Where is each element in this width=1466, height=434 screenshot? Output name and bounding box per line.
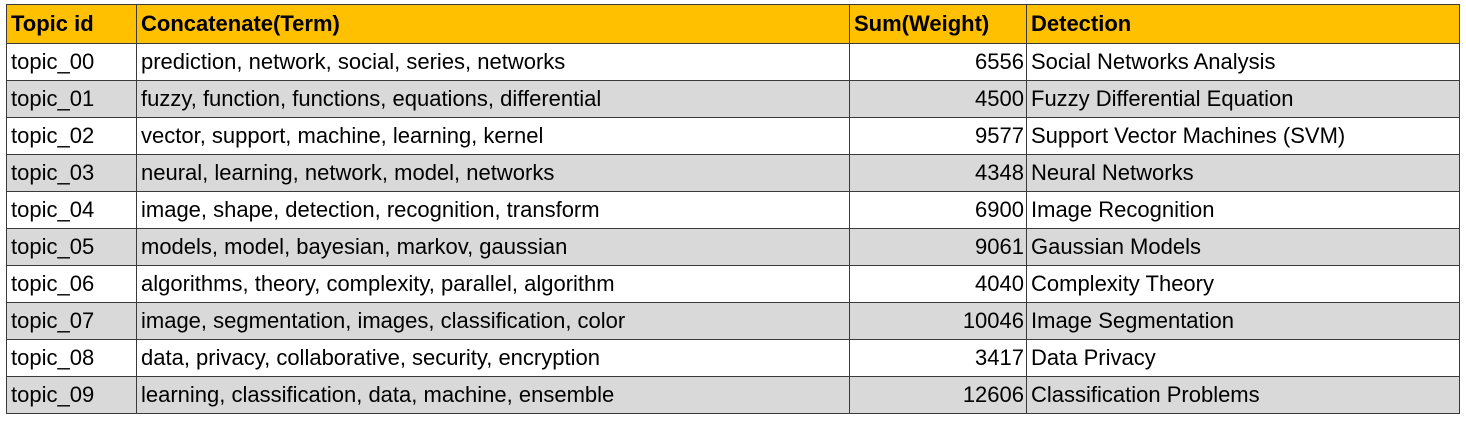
cell-topic-id[interactable]: topic_01 (6, 80, 137, 118)
cell-weight[interactable]: 12606 (849, 376, 1027, 414)
cell-weight[interactable]: 6900 (849, 191, 1027, 229)
table-row: topic_01 fuzzy, function, functions, equ… (6, 80, 1460, 118)
cell-detection[interactable]: Support Vector Machines (SVM) (1026, 117, 1460, 155)
cell-topic-id[interactable]: topic_07 (6, 302, 137, 340)
cell-detection[interactable]: Classification Problems (1026, 376, 1460, 414)
cell-terms[interactable]: models, model, bayesian, markov, gaussia… (136, 228, 850, 266)
cell-topic-id[interactable]: topic_00 (6, 43, 137, 81)
header-topic-id[interactable]: Topic id (6, 4, 137, 44)
cell-topic-id[interactable]: topic_05 (6, 228, 137, 266)
table-row: topic_02 vector, support, machine, learn… (6, 117, 1460, 155)
header-detection[interactable]: Detection (1026, 4, 1460, 44)
cell-detection[interactable]: Fuzzy Differential Equation (1026, 80, 1460, 118)
cell-topic-id[interactable]: topic_08 (6, 339, 137, 377)
table-row: topic_06 algorithms, theory, complexity,… (6, 265, 1460, 303)
cell-detection[interactable]: Complexity Theory (1026, 265, 1460, 303)
topics-table: Topic id Concatenate(Term) Sum(Weight) D… (6, 4, 1460, 414)
cell-terms[interactable]: fuzzy, function, functions, equations, d… (136, 80, 850, 118)
cell-topic-id[interactable]: topic_02 (6, 117, 137, 155)
cell-weight[interactable]: 9577 (849, 117, 1027, 155)
table-row: topic_08 data, privacy, collaborative, s… (6, 339, 1460, 377)
cell-terms[interactable]: image, segmentation, images, classificat… (136, 302, 850, 340)
cell-topic-id[interactable]: topic_06 (6, 265, 137, 303)
cell-detection[interactable]: Image Recognition (1026, 191, 1460, 229)
table-row: topic_03 neural, learning, network, mode… (6, 154, 1460, 192)
table-row: topic_09 learning, classification, data,… (6, 376, 1460, 414)
cell-topic-id[interactable]: topic_04 (6, 191, 137, 229)
cell-terms[interactable]: image, shape, detection, recognition, tr… (136, 191, 850, 229)
cell-weight[interactable]: 3417 (849, 339, 1027, 377)
cell-weight[interactable]: 9061 (849, 228, 1027, 266)
table-row: topic_05 models, model, bayesian, markov… (6, 228, 1460, 266)
cell-detection[interactable]: Gaussian Models (1026, 228, 1460, 266)
cell-weight[interactable]: 4040 (849, 265, 1027, 303)
table-row: topic_07 image, segmentation, images, cl… (6, 302, 1460, 340)
cell-detection[interactable]: Neural Networks (1026, 154, 1460, 192)
cell-weight[interactable]: 6556 (849, 43, 1027, 81)
header-concatenate-term[interactable]: Concatenate(Term) (136, 4, 850, 44)
cell-detection[interactable]: Data Privacy (1026, 339, 1460, 377)
cell-topic-id[interactable]: topic_03 (6, 154, 137, 192)
table-row: topic_04 image, shape, detection, recogn… (6, 191, 1460, 229)
table-row: topic_00 prediction, network, social, se… (6, 43, 1460, 81)
cell-terms[interactable]: prediction, network, social, series, net… (136, 43, 850, 81)
header-row: Topic id Concatenate(Term) Sum(Weight) D… (6, 4, 1460, 44)
cell-terms[interactable]: neural, learning, network, model, networ… (136, 154, 850, 192)
cell-detection[interactable]: Image Segmentation (1026, 302, 1460, 340)
cell-terms[interactable]: vector, support, machine, learning, kern… (136, 117, 850, 155)
cell-topic-id[interactable]: topic_09 (6, 376, 137, 414)
cell-weight[interactable]: 10046 (849, 302, 1027, 340)
header-sum-weight[interactable]: Sum(Weight) (849, 4, 1027, 44)
cell-detection[interactable]: Social Networks Analysis (1026, 43, 1460, 81)
cell-weight[interactable]: 4500 (849, 80, 1027, 118)
cell-terms[interactable]: data, privacy, collaborative, security, … (136, 339, 850, 377)
cell-terms[interactable]: algorithms, theory, complexity, parallel… (136, 265, 850, 303)
cell-terms[interactable]: learning, classification, data, machine,… (136, 376, 850, 414)
cell-weight[interactable]: 4348 (849, 154, 1027, 192)
